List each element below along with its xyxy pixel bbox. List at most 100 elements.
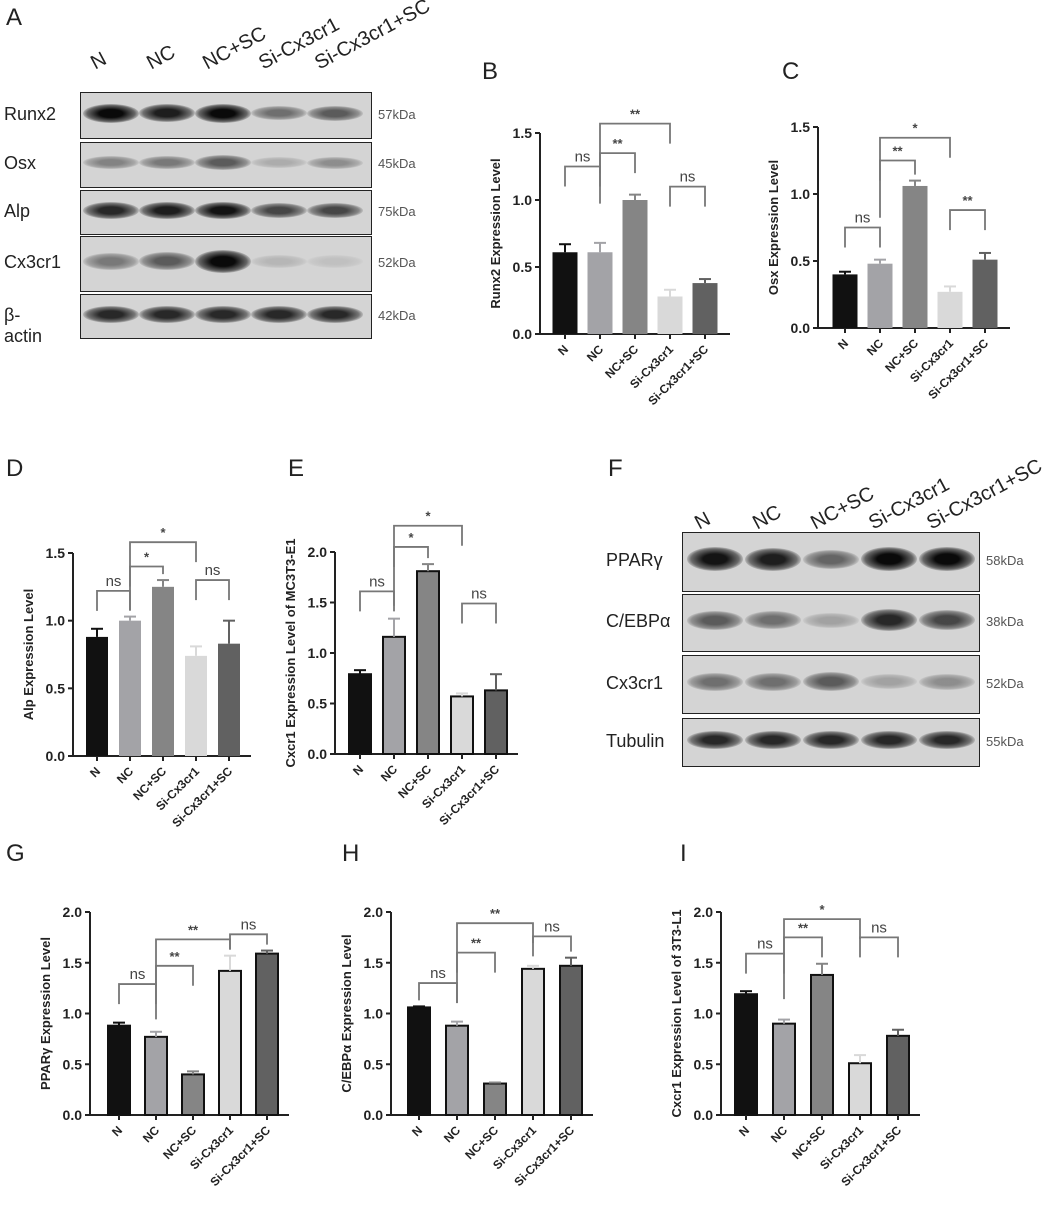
significance-bracket — [844, 226, 881, 248]
protein-band — [251, 305, 307, 323]
significance-label: * — [912, 121, 918, 136]
protein-band — [745, 611, 801, 629]
protein-label: Alp — [4, 200, 31, 221]
significance-label: ** — [471, 936, 482, 951]
bar-si-cx3cr1-sc — [484, 689, 508, 755]
bar-nc-sc — [152, 586, 174, 756]
x-tick-label: NC — [864, 336, 886, 358]
bar-nc — [445, 1024, 469, 1117]
significance-bracket — [783, 936, 823, 958]
protein-band — [745, 731, 801, 750]
blot-row — [80, 294, 372, 339]
significance-bracket — [879, 136, 951, 218]
molecular-weight-label: 38kDa — [986, 614, 1024, 629]
protein-band — [251, 106, 307, 121]
protein-band — [195, 305, 251, 323]
significance-bracket — [564, 165, 601, 187]
bar-si-cx3cr1 — [185, 655, 207, 756]
bar-n — [552, 252, 578, 334]
y-tick-label: 1.5 — [791, 119, 811, 135]
significance-bracket — [195, 579, 230, 601]
protein-band — [919, 546, 975, 572]
y-tick-label: 1.0 — [308, 645, 328, 661]
chart-e: 0.0 0.5 1.0 1.5 2.0 Cxcr1 Expression Level of… — [283, 509, 518, 828]
x-tick-label: NC — [140, 1123, 162, 1145]
significance-label: ns — [430, 965, 446, 982]
y-tick-label: 1.5 — [694, 955, 714, 971]
y-tick-label: 1.5 — [63, 955, 83, 971]
significance-label: ** — [490, 906, 501, 921]
blot-row — [682, 594, 980, 652]
significance-bracket — [599, 152, 636, 174]
bar-nc-sc — [622, 200, 648, 334]
panel-label-e: E — [288, 455, 305, 482]
bar-nc — [144, 1035, 168, 1116]
protein-band — [195, 249, 251, 273]
protein-band — [195, 103, 251, 123]
protein-band — [307, 255, 363, 268]
bar-nc — [772, 1022, 796, 1117]
x-tick-label: Si-Cx3cr1+SC — [436, 762, 502, 828]
protein-band — [251, 202, 307, 219]
bar-si-cx3cr1-sc — [692, 283, 718, 334]
y-tick-label: 2.0 — [364, 904, 384, 920]
y-tick-label: 0.5 — [364, 1056, 384, 1072]
protein-band — [139, 156, 195, 170]
significance-bracket — [949, 209, 986, 231]
molecular-weight-label: 75kDa — [378, 203, 416, 219]
protein-band — [83, 305, 139, 323]
y-tick-label: 2.0 — [308, 544, 328, 560]
molecular-weight-label: 52kDa — [986, 675, 1024, 691]
protein-band — [139, 305, 195, 323]
y-tick-label: 1.0 — [694, 1006, 714, 1022]
protein-band — [139, 104, 195, 123]
bar-si-cx3cr1-sc — [218, 643, 240, 756]
protein-band — [307, 105, 363, 121]
significance-label: ns — [106, 573, 122, 590]
significance-bracket — [418, 982, 458, 1004]
protein-band — [83, 103, 139, 123]
bar-si-cx3cr1 — [450, 695, 474, 755]
bar-nc-sc — [181, 1073, 205, 1117]
significance-bracket — [669, 185, 706, 207]
blot-row — [80, 236, 372, 292]
protein-band — [139, 252, 195, 271]
significance-bracket — [229, 933, 268, 950]
bar-n — [832, 274, 858, 328]
significance-label: ** — [188, 922, 199, 937]
y-tick-label: 0.5 — [791, 253, 811, 269]
y-tick-label: 0.5 — [513, 259, 533, 275]
y-tick-label: 0.5 — [308, 696, 328, 712]
molecular-weight-label: 42kDa — [378, 307, 416, 323]
panel-label-h: H — [342, 840, 360, 867]
bar-si-cx3cr1 — [218, 969, 242, 1116]
significance-label: * — [160, 525, 166, 540]
y-axis-label: Cxcr1 Expression Level of MC3T3-E1 — [283, 538, 298, 767]
panel-label-b: B — [482, 58, 499, 85]
y-axis-label: Runx2 Expression Level — [488, 158, 503, 308]
protein-band — [83, 201, 139, 219]
protein-band — [861, 546, 917, 572]
significance-bracket — [532, 935, 572, 957]
blot-row — [682, 718, 980, 767]
bar-nc-sc — [483, 1082, 507, 1117]
protein-band — [307, 305, 363, 323]
molecular-weight-label: 52kDa — [378, 255, 416, 270]
y-tick-label: 2.0 — [63, 904, 83, 920]
protein-band — [83, 156, 139, 170]
significance-bracket — [859, 936, 899, 958]
significance-label: ** — [612, 136, 623, 151]
molecular-weight-label: 45kDa — [378, 156, 416, 171]
protein-band — [251, 157, 307, 169]
bar-si-cx3cr1 — [521, 967, 545, 1117]
protein-label: β-actin — [4, 304, 43, 346]
bar-n — [734, 993, 758, 1117]
blot-row — [80, 92, 372, 139]
x-tick-label: N — [555, 342, 571, 358]
protein-band — [803, 612, 859, 628]
y-tick-label: 1.5 — [46, 545, 66, 561]
protein-band — [919, 673, 975, 690]
